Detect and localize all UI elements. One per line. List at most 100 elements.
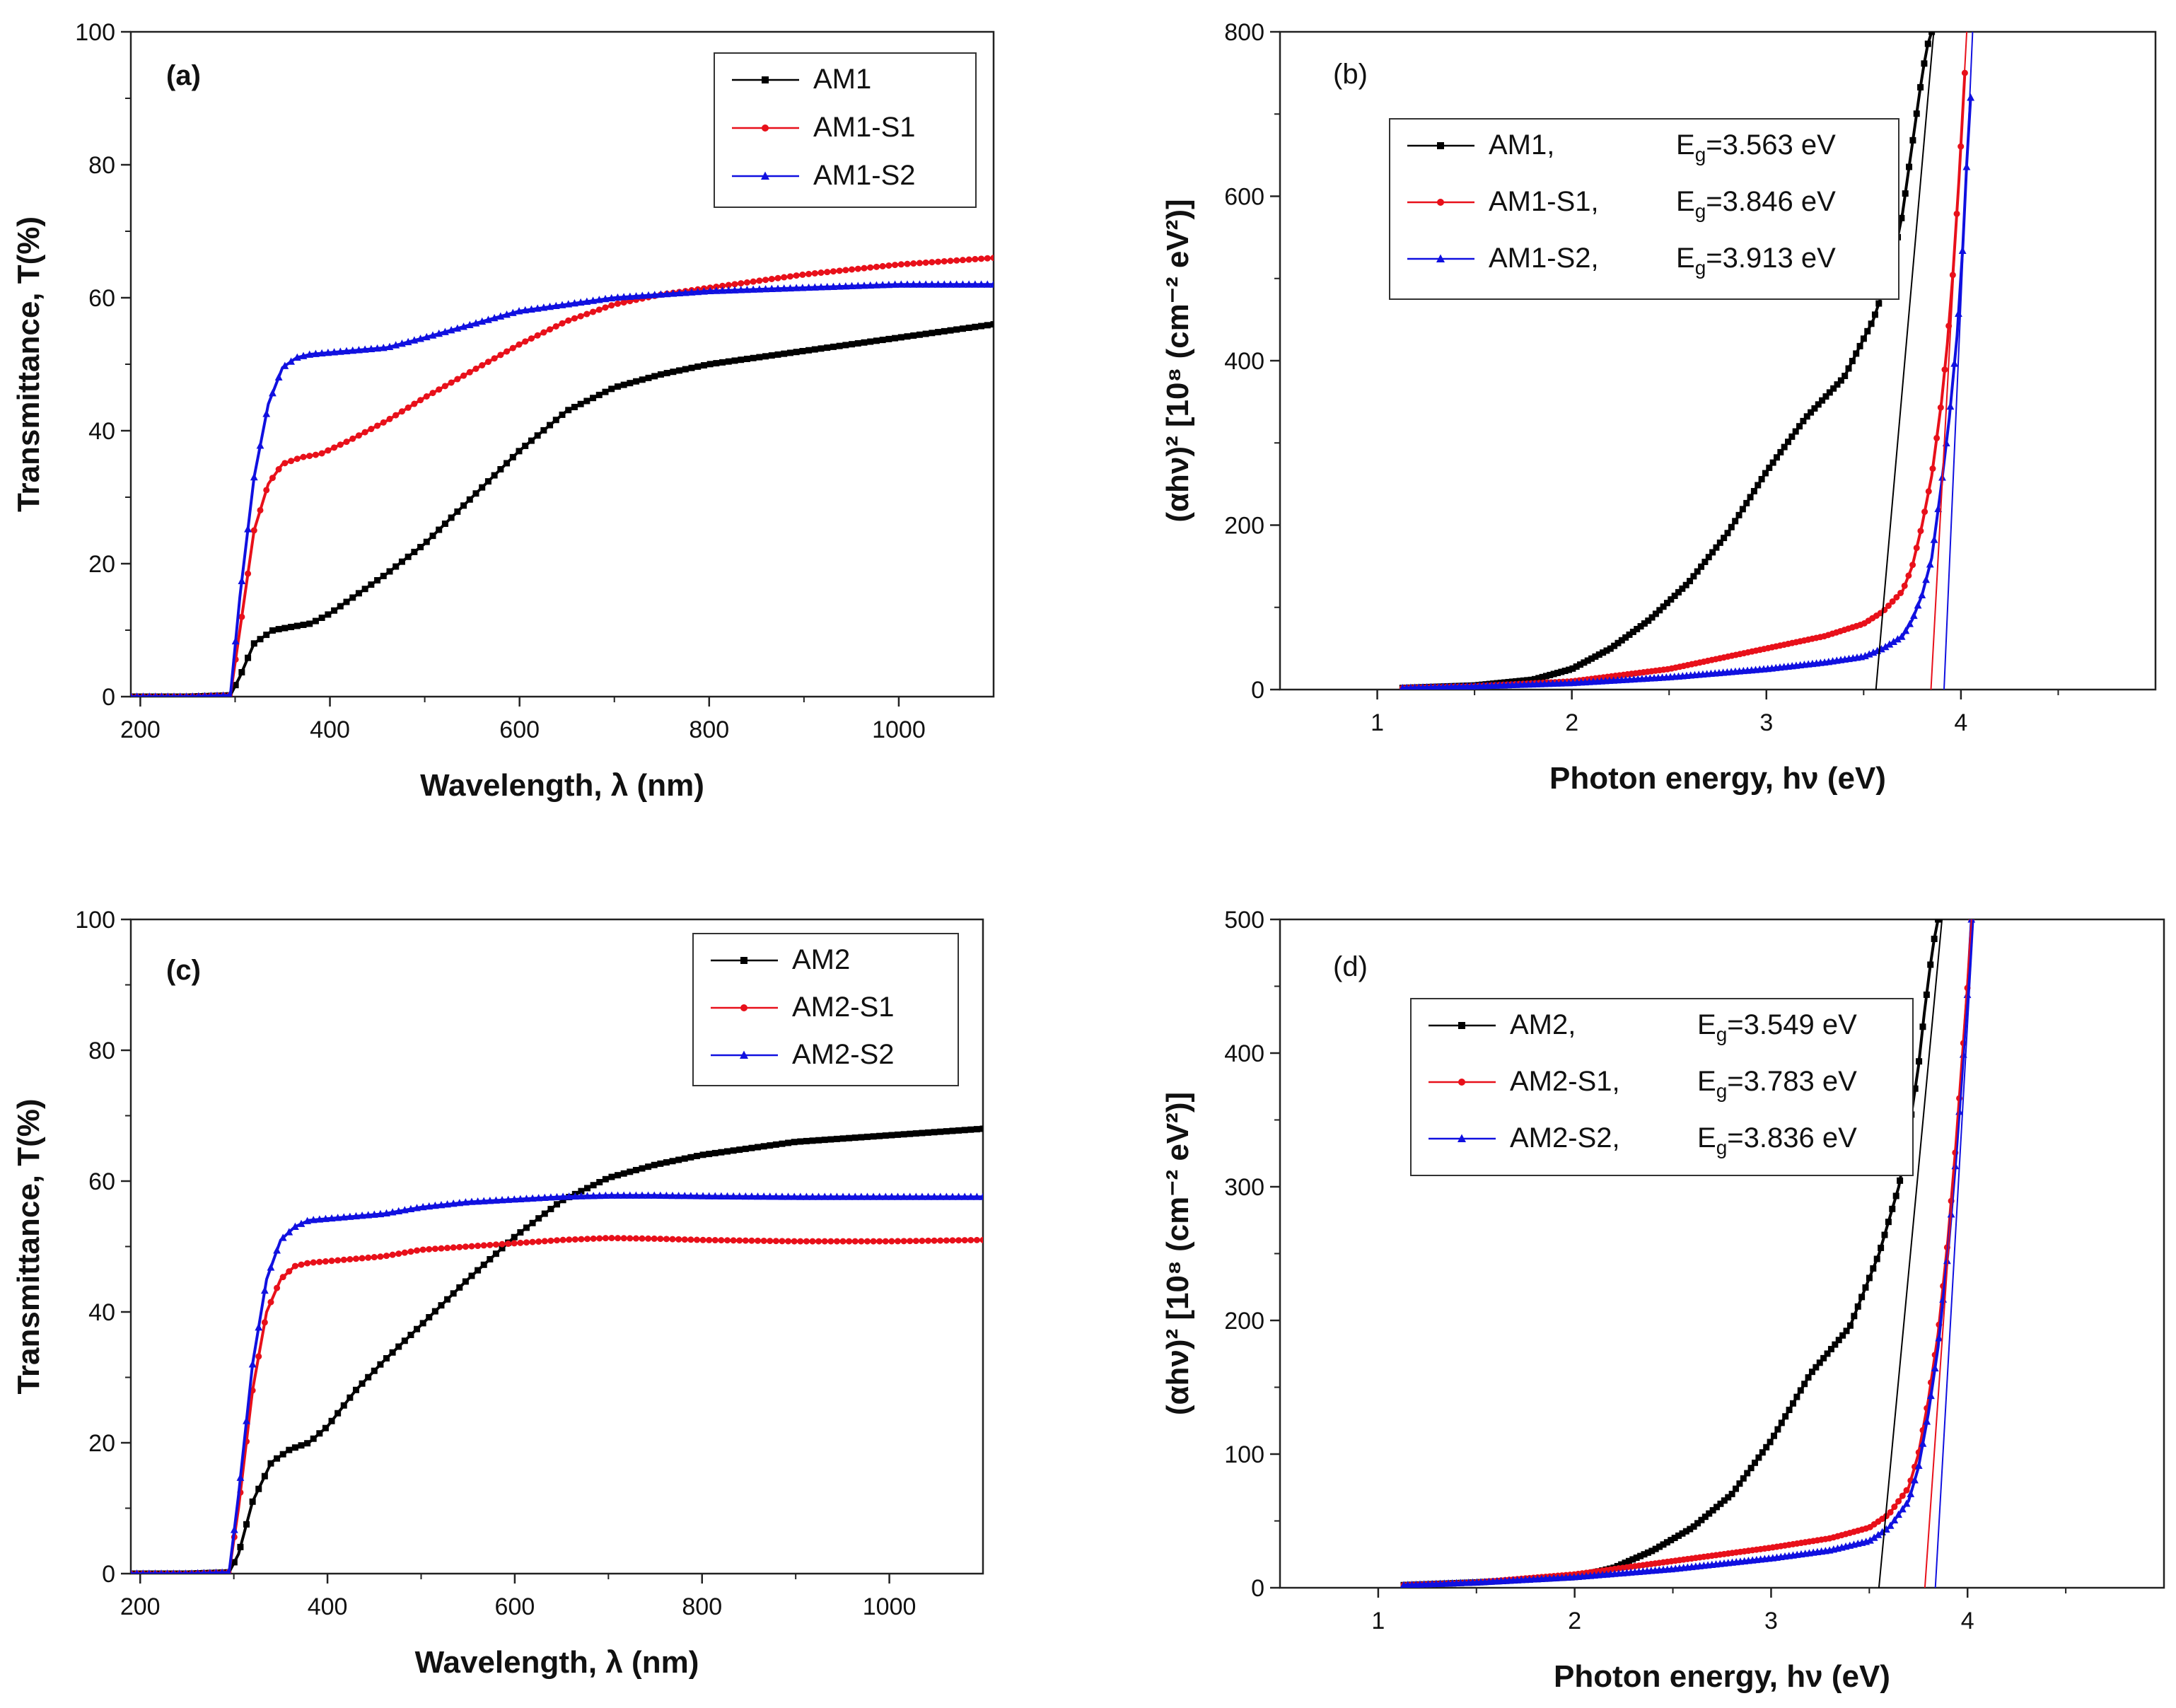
y-tick-label: 0	[1251, 1575, 1264, 1602]
series-am2-point	[517, 1229, 524, 1236]
series-am2-point	[1912, 1085, 1919, 1092]
series-am1-point	[1724, 530, 1731, 537]
series-am1-point	[1721, 535, 1728, 542]
series-am1-point	[1561, 668, 1569, 675]
series-am2-s1-point	[1891, 1504, 1898, 1511]
series-am2-s2-point	[693, 1192, 701, 1199]
series-am1-s2-point	[644, 291, 653, 299]
series-am1-s1-point	[608, 302, 615, 309]
series-am1-s2-point	[619, 293, 628, 301]
legend-label: AM1	[813, 64, 871, 95]
series-am2-point	[797, 1138, 804, 1145]
series-am1-s1-point	[516, 341, 523, 348]
series-am1-s2-point	[274, 373, 283, 380]
series-am2-s2-point	[131, 1569, 134, 1574]
series-am1-point	[361, 586, 368, 593]
y-tick-label: 80	[88, 152, 115, 179]
series-am1-point	[1909, 136, 1916, 144]
series-am2-s2-point	[413, 1204, 421, 1212]
series-am1-point	[479, 484, 486, 491]
series-am1-s1-point	[429, 390, 436, 397]
series-am2-s2-point	[1935, 1334, 1943, 1342]
series-am2-point	[608, 1173, 615, 1180]
series-am1-s2-point	[417, 335, 424, 342]
series-am1-point	[559, 411, 566, 418]
series-am1-s1-point	[552, 323, 559, 330]
series-am1-s2-point	[1412, 683, 1419, 690]
series-am2-s1-point	[730, 1237, 737, 1244]
series-am1-point	[688, 364, 695, 371]
legend-eg-subscript: g	[1716, 1023, 1728, 1045]
series-am1-s2-point	[1906, 620, 1914, 627]
legend-swatch-marker	[740, 1050, 748, 1059]
legend-sample-name: AM2-S1,	[1510, 1066, 1620, 1097]
series-am1-s1-point	[472, 365, 479, 372]
series-am2-s2-point	[820, 1192, 829, 1200]
series-am1-point	[1758, 476, 1765, 483]
series-am2-point	[334, 1410, 342, 1417]
series-am1-s1-point	[1905, 572, 1912, 579]
series-am1-s2-point	[422, 332, 431, 341]
y-axis-title: (αhν)² [10⁸ (cm⁻² eV²)]	[1160, 199, 1195, 522]
series-am1-s1-point	[818, 269, 825, 277]
series-am1-point	[1656, 607, 1663, 614]
series-am2-s2-point	[153, 1569, 158, 1574]
x-tick-label: 1000	[863, 1593, 917, 1620]
series-am1-s1-point	[756, 277, 763, 284]
series-am1-point	[738, 356, 745, 364]
series-am1-point	[1524, 677, 1531, 684]
series-am1-s2-point	[508, 308, 517, 316]
x-tick-label: 1	[1371, 709, 1384, 736]
series-am1-point	[1554, 669, 1561, 676]
series-am1-s1-point	[873, 263, 880, 270]
series-am2-s1-point	[431, 1245, 438, 1253]
series-am2-point	[523, 1224, 530, 1231]
y-tick-label: 600	[1224, 184, 1264, 211]
series-am2-s1-point	[779, 1238, 786, 1245]
series-am1-s1-point	[547, 326, 554, 333]
series-am2-s1-point	[827, 1238, 834, 1245]
series-am2-s2-point	[632, 1191, 640, 1199]
series-am1-s2-point	[392, 341, 400, 349]
series-am1-s2-point	[928, 280, 936, 288]
series-am1-point	[1928, 32, 1936, 35]
series-am2-s2-point	[979, 1192, 983, 1200]
series-am1-s2-point	[349, 346, 357, 354]
series-am1-s1-point	[799, 271, 806, 278]
series-am1-point	[534, 432, 541, 439]
series-am2-s2-point	[912, 1192, 920, 1200]
plot-area	[1399, 32, 1975, 690]
series-am2-s1-point	[590, 1235, 597, 1242]
series-am1-s2-point	[447, 326, 455, 334]
series-am2-s2-point	[644, 1191, 653, 1199]
series-am1-point	[288, 624, 295, 631]
series-am2-s1-point	[261, 1319, 268, 1326]
series-am1-point	[1687, 578, 1694, 585]
series-am1-point	[910, 332, 917, 339]
series-am1-s1-point	[497, 352, 504, 359]
series-am1-point	[781, 350, 788, 357]
series-am2-s2-point	[1898, 1504, 1907, 1513]
series-am1-point	[245, 654, 252, 661]
series-am2-s2-point	[839, 1192, 847, 1200]
series-am2-s1-point	[401, 1249, 408, 1256]
series-am2-point	[462, 1278, 469, 1285]
series-am1-point	[331, 607, 338, 614]
fit-line-fit-am2	[1878, 919, 1943, 1588]
series-am1-s1-point	[250, 527, 257, 534]
series-am1-s2-point	[528, 305, 535, 313]
series-am1-s2-point	[404, 337, 412, 346]
series-am1-s1-point	[774, 274, 781, 281]
series-am1-s1-point	[885, 262, 892, 269]
series-am1-s1-point	[1949, 272, 1956, 279]
series-am1-point	[756, 354, 763, 361]
series-am1-s1-point	[935, 258, 942, 265]
series-am1-point	[824, 344, 831, 352]
series-am1-point	[990, 321, 994, 328]
series-am2-s2-point	[455, 1199, 464, 1207]
series-am1-s1-point	[565, 317, 572, 324]
series-am1-point	[1739, 506, 1746, 513]
series-am2-point	[559, 1197, 566, 1204]
series-am1-point	[398, 558, 405, 565]
series-am1-s1-point	[368, 426, 375, 433]
